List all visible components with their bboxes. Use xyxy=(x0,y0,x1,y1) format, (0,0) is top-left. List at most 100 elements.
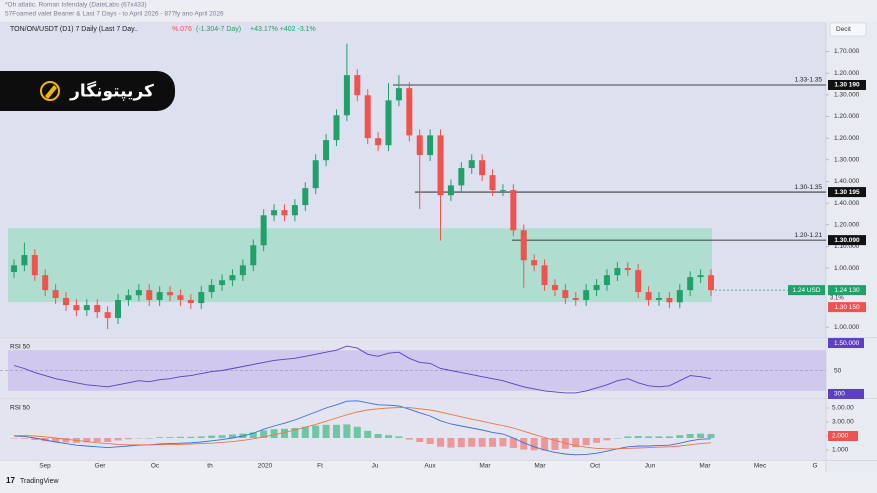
candle-body xyxy=(479,160,486,176)
macd-histogram-bar xyxy=(135,438,143,439)
candle-body xyxy=(645,292,652,300)
candle-body xyxy=(83,305,90,311)
macd-tick-label: 1.000 xyxy=(832,447,849,454)
candle-body xyxy=(510,190,517,231)
support-zone xyxy=(8,228,712,302)
macd-histogram-bar xyxy=(489,438,497,447)
footer-icon: 17 xyxy=(6,476,15,485)
change: %.076 xyxy=(172,26,192,33)
interval-label[interactable]: Decit xyxy=(836,26,851,33)
macd-histogram-bar xyxy=(572,438,580,448)
interval-button[interactable] xyxy=(829,22,867,37)
logo-icon xyxy=(45,85,57,99)
macd-histogram-bar xyxy=(270,429,278,438)
candle-body xyxy=(94,305,101,313)
x-tick-label: Mec xyxy=(754,463,767,470)
candle-body xyxy=(531,260,538,266)
macd-histogram-bar xyxy=(645,436,653,438)
macd-histogram-bar xyxy=(31,438,39,440)
candle-body xyxy=(499,190,506,192)
footer-brand: TradingView xyxy=(20,478,59,485)
macd-histogram-bar xyxy=(280,428,288,438)
rsi-tick-label: 1.50.000 xyxy=(834,340,860,347)
candle-body xyxy=(52,290,59,298)
macd-histogram-bar xyxy=(405,438,413,440)
signal-line xyxy=(14,407,712,450)
macd-histogram-bar xyxy=(364,430,372,438)
header-line: 57Foamed valet Beaner & Last 7 Days - to… xyxy=(5,11,224,18)
macd-histogram-bar xyxy=(613,438,621,439)
x-tick-label: Ger xyxy=(95,463,107,470)
x-tick-label: Ft xyxy=(317,463,323,470)
macd-histogram-bar xyxy=(457,438,465,448)
x-tick-label: Jun xyxy=(645,463,656,470)
level-label: 1.30-1.35 xyxy=(795,184,823,191)
x-tick-label: Mar xyxy=(479,463,491,470)
macd-histogram-bar xyxy=(114,438,122,441)
macd-histogram-bar xyxy=(228,434,236,438)
macd-histogram-bar xyxy=(156,437,164,438)
macd-histogram-bar xyxy=(665,436,673,438)
rsi-tick-badge xyxy=(828,338,864,349)
macd-histogram-bar xyxy=(197,436,205,438)
y-tick-label: 1.00.000 xyxy=(834,265,860,272)
y-tick-label: 1.40.000 xyxy=(834,200,860,207)
candle-body xyxy=(11,265,17,273)
macd-histogram-bar xyxy=(707,434,715,438)
candle-body xyxy=(42,275,49,291)
level-label: 1.33-1.35 xyxy=(795,77,823,84)
candle-body xyxy=(177,295,184,300)
macd-histogram-bar xyxy=(468,438,476,447)
macd-histogram-bar xyxy=(447,438,455,448)
macd-histogram-bar xyxy=(551,438,559,450)
macd-histogram-bar xyxy=(187,436,195,438)
macd-histogram-bar xyxy=(697,433,705,438)
candle-body xyxy=(21,255,28,266)
macd-histogram-bar xyxy=(582,438,590,446)
range: (-1.304-7 Day) xyxy=(196,26,241,33)
logo-icon xyxy=(40,81,60,101)
macd-histogram-bar xyxy=(301,426,309,438)
level-badge xyxy=(828,235,866,246)
level-label: 1.20-1.21 xyxy=(795,232,823,239)
macd-histogram-bar xyxy=(374,434,382,438)
candle-body xyxy=(333,115,340,141)
candle-body xyxy=(406,88,413,136)
macd-tick-label: 5.00.00 xyxy=(832,405,854,412)
macd-histogram-bar xyxy=(520,438,528,450)
y-tick-label: 1.70.000 xyxy=(834,48,860,55)
candle-body xyxy=(104,312,111,319)
macd-histogram-bar xyxy=(124,438,132,440)
candle-body xyxy=(198,292,205,304)
macd-histogram-bar xyxy=(145,438,153,439)
macd-histogram-bar xyxy=(416,438,424,442)
x-tick-label: th xyxy=(207,463,213,470)
macd-histogram-bar xyxy=(530,438,538,451)
candle-body xyxy=(583,290,590,300)
candle-body xyxy=(354,75,361,96)
candle-body xyxy=(187,299,194,304)
macd-histogram-bar xyxy=(83,438,91,443)
last-price-label: 1.24 USD xyxy=(792,287,820,294)
x-tick-label: Ju xyxy=(372,463,379,470)
candle-body xyxy=(323,140,330,161)
candle-body xyxy=(427,135,434,156)
candle-body xyxy=(281,210,288,216)
candle-body xyxy=(572,297,579,300)
candle-body xyxy=(655,297,662,300)
candle-body xyxy=(312,160,319,189)
rsi-tick-label: 50 xyxy=(834,367,842,374)
stats: +43.17% +402 -3.1% xyxy=(250,26,316,33)
level-badge-text: 1.30 190 xyxy=(834,82,860,89)
macd-histogram-bar xyxy=(426,438,434,444)
macd-histogram-bar xyxy=(603,438,611,441)
macd-line xyxy=(13,400,712,456)
candle-body xyxy=(697,275,704,278)
candle-body xyxy=(343,75,350,116)
last-price-tag xyxy=(788,285,825,296)
macd-histogram-bar xyxy=(20,438,28,439)
candle-body xyxy=(624,268,631,271)
candle-body xyxy=(31,255,38,276)
macd-histogram-bar xyxy=(686,434,694,438)
